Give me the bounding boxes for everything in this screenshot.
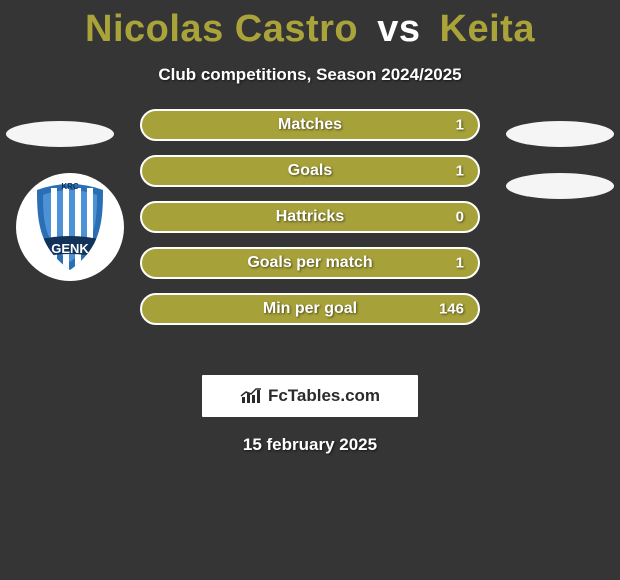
comparison-stage: GENK KRC Matches 1 Goals 1 Hattricks 0 G… (0, 121, 620, 371)
player2-name: Keita (440, 8, 535, 50)
crest-top-text: KRC (61, 182, 79, 191)
subtitle: Club competitions, Season 2024/2025 (0, 65, 620, 85)
club-crest: GENK KRC (16, 173, 124, 281)
stat-bars: Matches 1 Goals 1 Hattricks 0 Goals per … (140, 109, 480, 339)
avatar-placeholder-right-bottom (506, 173, 614, 199)
stat-bar: Min per goal 146 (140, 293, 480, 325)
stat-label: Min per goal (263, 300, 357, 318)
stat-value: 0 (456, 209, 464, 226)
vs-text: vs (377, 8, 420, 50)
page-title: Nicolas Castro vs Keita (0, 0, 620, 51)
stat-value: 1 (456, 255, 464, 272)
stat-value: 1 (456, 163, 464, 180)
stat-value: 146 (439, 301, 464, 318)
stat-bar: Hattricks 0 (140, 201, 480, 233)
stat-label: Goals (288, 162, 332, 180)
player1-name: Nicolas Castro (85, 8, 358, 50)
stat-bar: Goals 1 (140, 155, 480, 187)
stat-value: 1 (456, 117, 464, 134)
date-text: 15 february 2025 (0, 435, 620, 455)
stat-label: Goals per match (247, 254, 372, 272)
stat-label: Hattricks (276, 208, 344, 226)
brand-box: FcTables.com (202, 375, 418, 417)
crest-band-text: GENK (51, 241, 89, 256)
brand-text: FcTables.com (268, 386, 380, 406)
avatar-placeholder-right-top (506, 121, 614, 147)
stat-bar: Goals per match 1 (140, 247, 480, 279)
stat-label: Matches (278, 116, 342, 134)
shield-icon: GENK KRC (33, 182, 107, 272)
stat-bar: Matches 1 (140, 109, 480, 141)
bar-chart-icon (240, 387, 262, 405)
avatar-placeholder-left (6, 121, 114, 147)
